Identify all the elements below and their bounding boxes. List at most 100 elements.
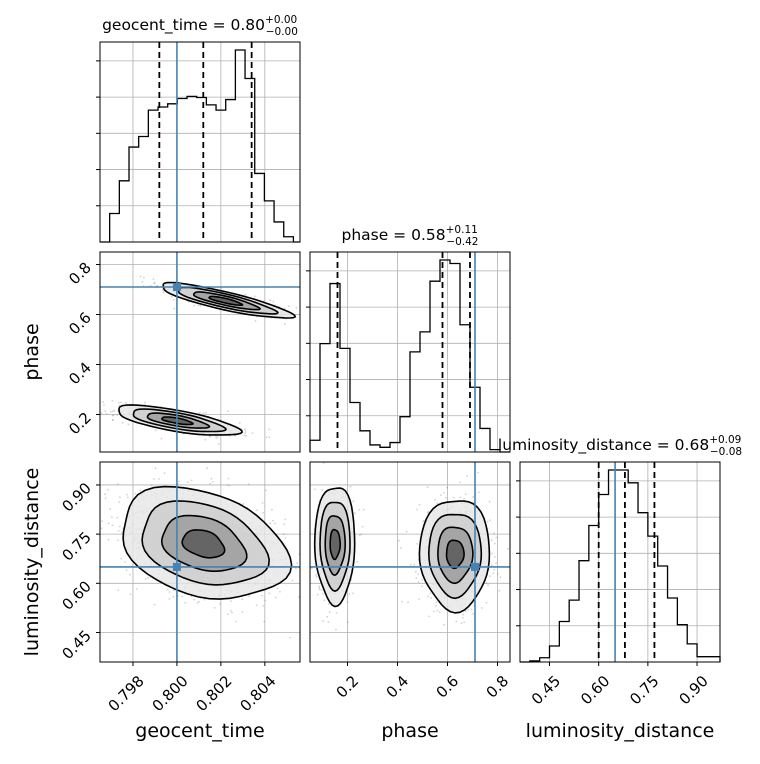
sample-point — [193, 598, 196, 601]
sample-point — [104, 493, 106, 496]
sample-point — [401, 600, 403, 603]
sample-point — [215, 437, 218, 440]
sample-point — [360, 533, 362, 536]
sample-point — [241, 611, 244, 613]
sample-point — [321, 589, 323, 591]
sample-point — [102, 401, 104, 403]
sample-point — [144, 578, 147, 580]
title-geocent-time: geocent_time = 0.80+0.00 −0.00 — [102, 14, 298, 38]
sample-point — [432, 610, 435, 613]
sample-point — [356, 561, 358, 563]
sample-point — [153, 282, 156, 285]
sample-point — [319, 588, 321, 591]
sample-point — [219, 602, 221, 605]
sample-point — [472, 613, 475, 615]
sample-point — [202, 412, 205, 414]
sample-point — [241, 598, 244, 601]
sample-point — [418, 598, 420, 600]
sample-point — [218, 443, 220, 445]
sample-point — [477, 491, 480, 494]
sample-point — [335, 612, 338, 614]
title-sub: −0.42 — [446, 236, 478, 248]
truth-marker — [172, 283, 181, 291]
sample-point — [120, 401, 122, 404]
sample-point — [93, 527, 95, 529]
x-axis-label-geocent-time: geocent_time — [135, 720, 264, 742]
contour-line — [181, 529, 226, 559]
sample-point — [493, 532, 495, 534]
sample-point — [354, 512, 356, 515]
sample-point — [462, 613, 464, 616]
sample-point — [253, 295, 256, 298]
sample-point — [190, 595, 193, 598]
sample-point — [268, 592, 271, 595]
sample-point — [203, 598, 206, 601]
sample-point — [362, 508, 365, 511]
sample-point — [153, 478, 155, 480]
sample-point — [463, 621, 466, 624]
sample-point — [413, 563, 416, 566]
sample-point — [120, 557, 123, 560]
sample-point — [184, 601, 187, 604]
sample-point — [269, 522, 272, 525]
histogram-luminosity-distance — [520, 469, 721, 663]
sample-point — [318, 585, 321, 588]
sample-point — [398, 539, 400, 542]
sample-point — [460, 622, 463, 625]
sample-point — [227, 477, 230, 480]
sample-point — [327, 621, 330, 623]
sample-point — [144, 401, 146, 404]
sample-point — [112, 419, 114, 421]
sample-point — [160, 437, 163, 440]
sample-point — [68, 572, 70, 574]
sample-point — [348, 593, 351, 595]
sample-point — [235, 620, 238, 623]
x-tick-label: 0.4 — [383, 672, 413, 702]
sample-point — [255, 604, 258, 606]
sample-point — [455, 620, 458, 623]
sample-point — [112, 410, 114, 413]
sample-point — [216, 436, 219, 438]
sample-point — [327, 603, 330, 605]
sample-point — [100, 527, 103, 530]
sample-point — [276, 587, 279, 590]
contour-line — [122, 485, 293, 600]
sample-point — [139, 275, 142, 278]
sample-point — [268, 428, 271, 431]
sample-point — [481, 607, 483, 609]
sample-point — [79, 567, 81, 569]
sample-point — [415, 577, 418, 579]
density-level — [330, 529, 341, 560]
sample-point — [470, 608, 473, 611]
sample-point — [284, 537, 287, 539]
sample-point — [428, 615, 430, 618]
sample-point — [118, 501, 121, 504]
sample-point — [135, 588, 138, 590]
sample-point — [283, 323, 286, 325]
sample-point — [405, 530, 408, 533]
sample-point — [245, 435, 248, 437]
sample-point — [445, 496, 447, 499]
sample-point — [493, 568, 496, 571]
sample-point — [230, 610, 232, 612]
panel-frame — [99, 41, 301, 243]
sample-point — [491, 552, 494, 555]
title-sub: −0.08 — [710, 446, 742, 458]
histogram-phase — [309, 259, 510, 453]
sample-point — [323, 599, 326, 602]
sample-point — [262, 605, 265, 607]
sample-point — [316, 593, 319, 596]
sample-point — [416, 508, 418, 511]
sample-point — [199, 304, 202, 307]
sample-point — [283, 523, 286, 526]
sample-point — [198, 600, 200, 603]
sample-point — [315, 576, 318, 578]
sample-point — [417, 581, 420, 583]
sample-point — [190, 479, 193, 482]
density-level — [209, 296, 243, 306]
sample-point — [111, 516, 113, 519]
sample-point — [153, 603, 156, 606]
sample-point — [421, 579, 424, 581]
sample-point — [429, 592, 432, 595]
